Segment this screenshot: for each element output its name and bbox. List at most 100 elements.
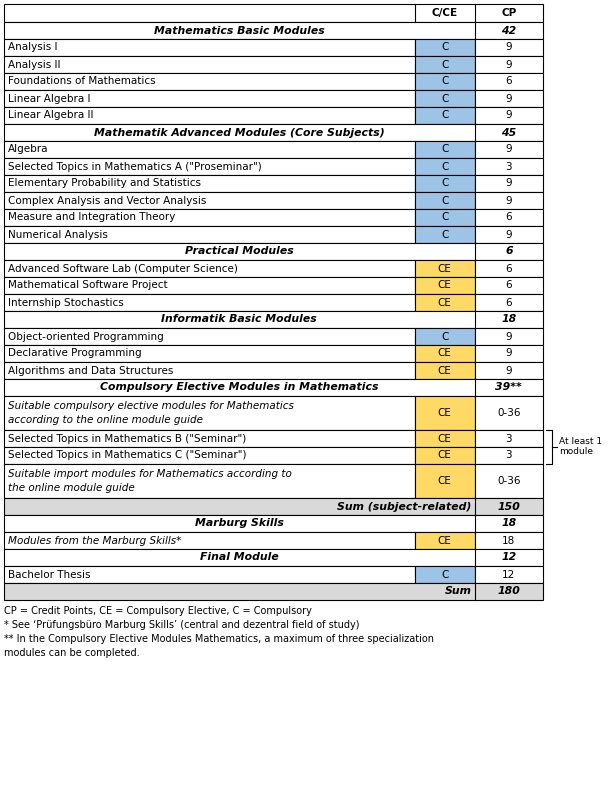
Bar [4, 90, 415, 107]
Text: C: C [441, 77, 448, 86]
Text: * See ‘Prüfungsbüro Marburg Skills’ (central and dezentral field of study): * See ‘Prüfungsbüro Marburg Skills’ (cen… [4, 620, 359, 630]
Bar [4, 328, 415, 345]
Bar [415, 192, 475, 209]
Bar [4, 396, 415, 430]
Text: 180: 180 [497, 586, 520, 597]
Text: 9: 9 [505, 42, 512, 53]
Text: CE: CE [437, 434, 452, 443]
Bar [4, 39, 415, 56]
Bar [475, 345, 543, 362]
Bar [4, 498, 543, 515]
Bar [415, 277, 475, 294]
Text: Sum: Sum [445, 586, 472, 597]
Bar [475, 141, 543, 158]
Bar [415, 56, 475, 73]
Text: Mathematical Software Project: Mathematical Software Project [8, 281, 167, 290]
Text: Algebra: Algebra [8, 145, 48, 154]
Text: Complex Analysis and Vector Analysis: Complex Analysis and Vector Analysis [8, 195, 207, 206]
Bar [4, 158, 415, 175]
Text: At least 1: At least 1 [559, 438, 602, 446]
Bar [4, 260, 415, 277]
Text: CP = Credit Points, CE = Compulsory Elective, C = Compulsory: CP = Credit Points, CE = Compulsory Elec… [4, 606, 312, 616]
Text: C/CE: C/CE [431, 8, 458, 18]
Bar [4, 56, 415, 73]
Text: module: module [559, 447, 593, 457]
Text: Declarative Programming: Declarative Programming [8, 349, 142, 358]
Text: Advanced Software Lab (Computer Science): Advanced Software Lab (Computer Science) [8, 263, 238, 274]
Text: 9: 9 [505, 59, 512, 70]
Text: C: C [441, 178, 448, 189]
Text: 6: 6 [505, 281, 512, 290]
Text: CE: CE [437, 535, 452, 546]
Bar [4, 22, 543, 39]
Text: CE: CE [437, 366, 452, 375]
Bar [475, 566, 543, 583]
Text: C: C [441, 213, 448, 222]
Text: C: C [441, 94, 448, 103]
Text: CE: CE [437, 408, 452, 418]
Text: C: C [441, 195, 448, 206]
Text: the online module guide: the online module guide [8, 483, 135, 494]
Text: Foundations of Mathematics: Foundations of Mathematics [8, 77, 156, 86]
Bar [415, 90, 475, 107]
Text: 18: 18 [501, 518, 516, 529]
Bar [4, 209, 415, 226]
Bar [475, 362, 543, 379]
Text: 6: 6 [505, 77, 512, 86]
Text: Suitable import modules for Mathematics according to: Suitable import modules for Mathematics … [8, 469, 292, 478]
Bar [415, 260, 475, 277]
Bar [475, 56, 543, 73]
Bar [475, 90, 543, 107]
Bar [475, 328, 543, 345]
Bar [475, 226, 543, 243]
Text: Analysis II: Analysis II [8, 59, 60, 70]
Text: 6: 6 [505, 298, 512, 307]
Text: CE: CE [437, 476, 452, 486]
Text: Suitable compulsory elective modules for Mathematics: Suitable compulsory elective modules for… [8, 401, 294, 410]
Text: 12: 12 [501, 553, 516, 562]
Text: modules can be completed.: modules can be completed. [4, 648, 140, 658]
Bar [4, 447, 415, 464]
Bar [415, 447, 475, 464]
Bar [4, 430, 415, 447]
Bar [4, 124, 543, 141]
Bar [475, 175, 543, 192]
Bar [4, 107, 415, 124]
Text: CE: CE [437, 298, 452, 307]
Text: Elementary Probability and Statistics: Elementary Probability and Statistics [8, 178, 201, 189]
Text: Object-oriented Programming: Object-oriented Programming [8, 331, 164, 342]
Text: 9: 9 [505, 195, 512, 206]
Bar [4, 379, 543, 396]
Text: Measure and Integration Theory: Measure and Integration Theory [8, 213, 175, 222]
Text: Bachelor Thesis: Bachelor Thesis [8, 570, 90, 579]
Text: Mathematics Basic Modules: Mathematics Basic Modules [154, 26, 324, 35]
Bar [4, 532, 415, 549]
Text: Marburg Skills: Marburg Skills [195, 518, 284, 529]
Text: Compulsory Elective Modules in Mathematics: Compulsory Elective Modules in Mathemati… [100, 382, 379, 393]
Text: 12: 12 [502, 570, 516, 579]
Bar [475, 158, 543, 175]
Text: 3: 3 [505, 162, 512, 171]
Text: 9: 9 [505, 145, 512, 154]
Bar [475, 532, 543, 549]
Text: Linear Algebra II: Linear Algebra II [8, 110, 93, 121]
Bar [415, 226, 475, 243]
Text: Modules from the Marburg Skills*: Modules from the Marburg Skills* [8, 535, 181, 546]
Text: 0-36: 0-36 [497, 476, 521, 486]
Text: 9: 9 [505, 230, 512, 239]
Bar [415, 328, 475, 345]
Text: 9: 9 [505, 331, 512, 342]
Text: 18: 18 [501, 314, 516, 325]
Bar [475, 39, 543, 56]
Text: Mathematik Advanced Modules (Core Subjects): Mathematik Advanced Modules (Core Subjec… [94, 127, 385, 138]
Bar [415, 464, 475, 498]
Text: 39**: 39** [496, 382, 522, 393]
Text: CE: CE [437, 281, 452, 290]
Text: Informatik Basic Modules: Informatik Basic Modules [161, 314, 317, 325]
Text: according to the online module guide: according to the online module guide [8, 415, 203, 426]
Bar [415, 294, 475, 311]
Bar [4, 175, 415, 192]
Text: C: C [441, 570, 448, 579]
Text: CE: CE [437, 349, 452, 358]
Bar [415, 430, 475, 447]
